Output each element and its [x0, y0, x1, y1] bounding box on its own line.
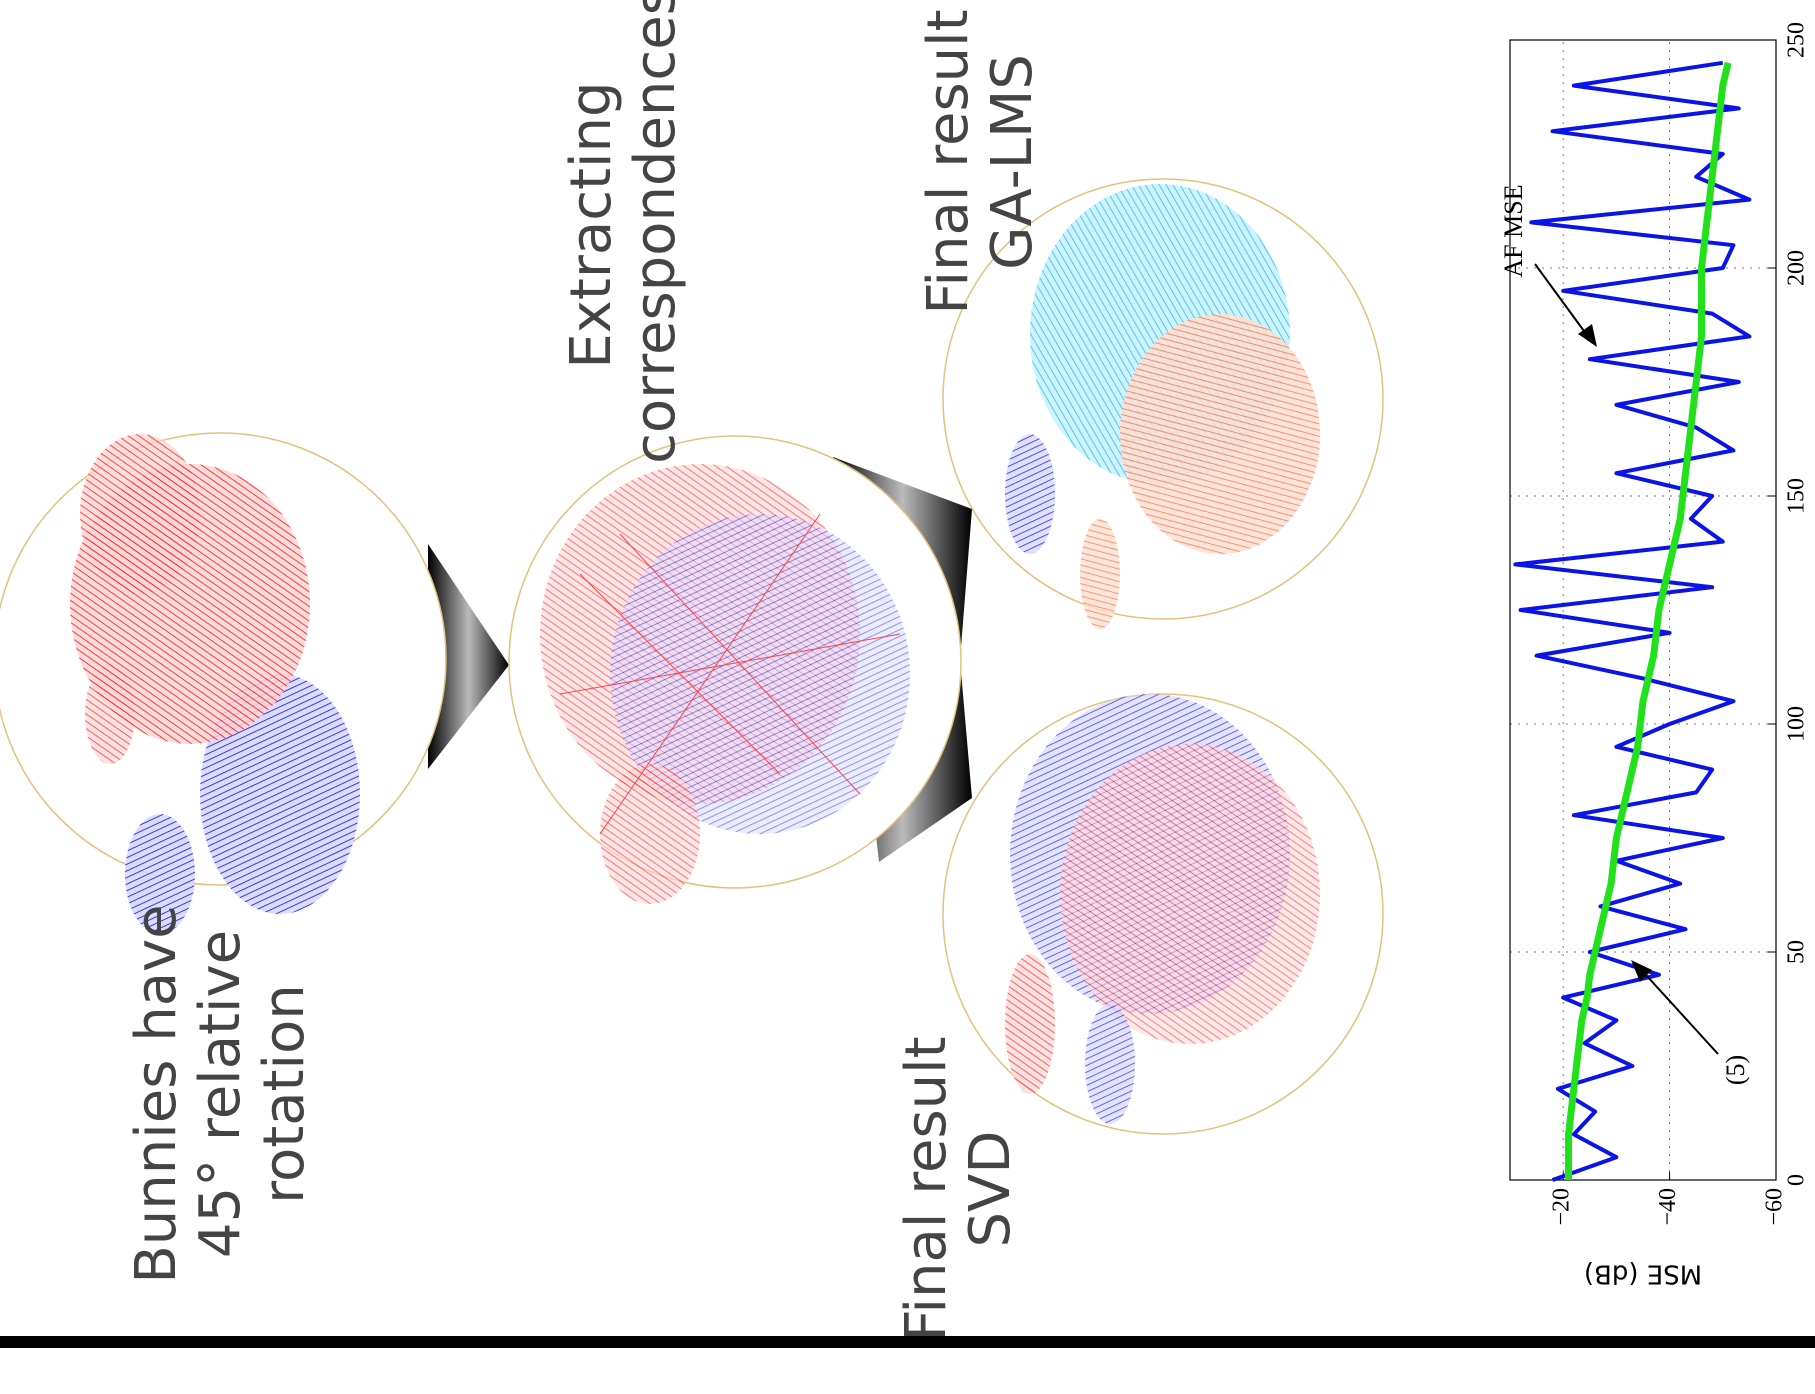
- upright-figure: Bunnies have 45° relative rotation Extra…: [0, 0, 1815, 1348]
- annotation: (5): [1721, 1055, 1750, 1085]
- y-axis-label: MSE (dB): [1584, 1259, 1702, 1289]
- series-line: [1515, 63, 1749, 1180]
- y-tick-label: −40: [1655, 1188, 1681, 1226]
- x-tick-label: 100: [1784, 706, 1810, 742]
- page-rule: [0, 1336, 1815, 1348]
- x-tick-label: 200: [1784, 250, 1810, 286]
- figure: Bunnies have 45° relative rotation Extra…: [0, 0, 1815, 1394]
- panel-label: correspondences: [623, 0, 688, 464]
- panel-label: Bunnies have: [124, 904, 189, 1283]
- panel-label: rotation: [252, 984, 317, 1204]
- panel-label: GA-LMS: [980, 54, 1045, 270]
- panel-label: Extracting: [559, 81, 624, 368]
- panel-label: 45° relative: [188, 930, 253, 1258]
- bunny-panel: [0, 433, 446, 934]
- panel-label: Final result: [894, 1036, 959, 1341]
- annotation: AF MSE: [1499, 184, 1528, 277]
- panel-label: Final result: [916, 9, 981, 314]
- panel-label: SVD: [958, 1131, 1023, 1248]
- x-tick-label: 250: [1784, 22, 1810, 58]
- bunny-panel: [943, 694, 1383, 1134]
- page: {"panels": [ {"lines": ["Bunnies have", …: [0, 0, 1815, 1394]
- x-tick-label: 50: [1784, 940, 1810, 964]
- x-tick-label: 0: [1784, 1174, 1810, 1186]
- y-tick-label: −60: [1762, 1188, 1788, 1226]
- x-tick-label: 150: [1784, 478, 1810, 514]
- y-tick-label: −20: [1549, 1188, 1575, 1226]
- chart: 0 50 100 150 200 250 −20 −40 −60 MSE (dB) AF MSE (5…: [1499, 22, 1810, 1289]
- annotation-arrow: [1636, 964, 1718, 1054]
